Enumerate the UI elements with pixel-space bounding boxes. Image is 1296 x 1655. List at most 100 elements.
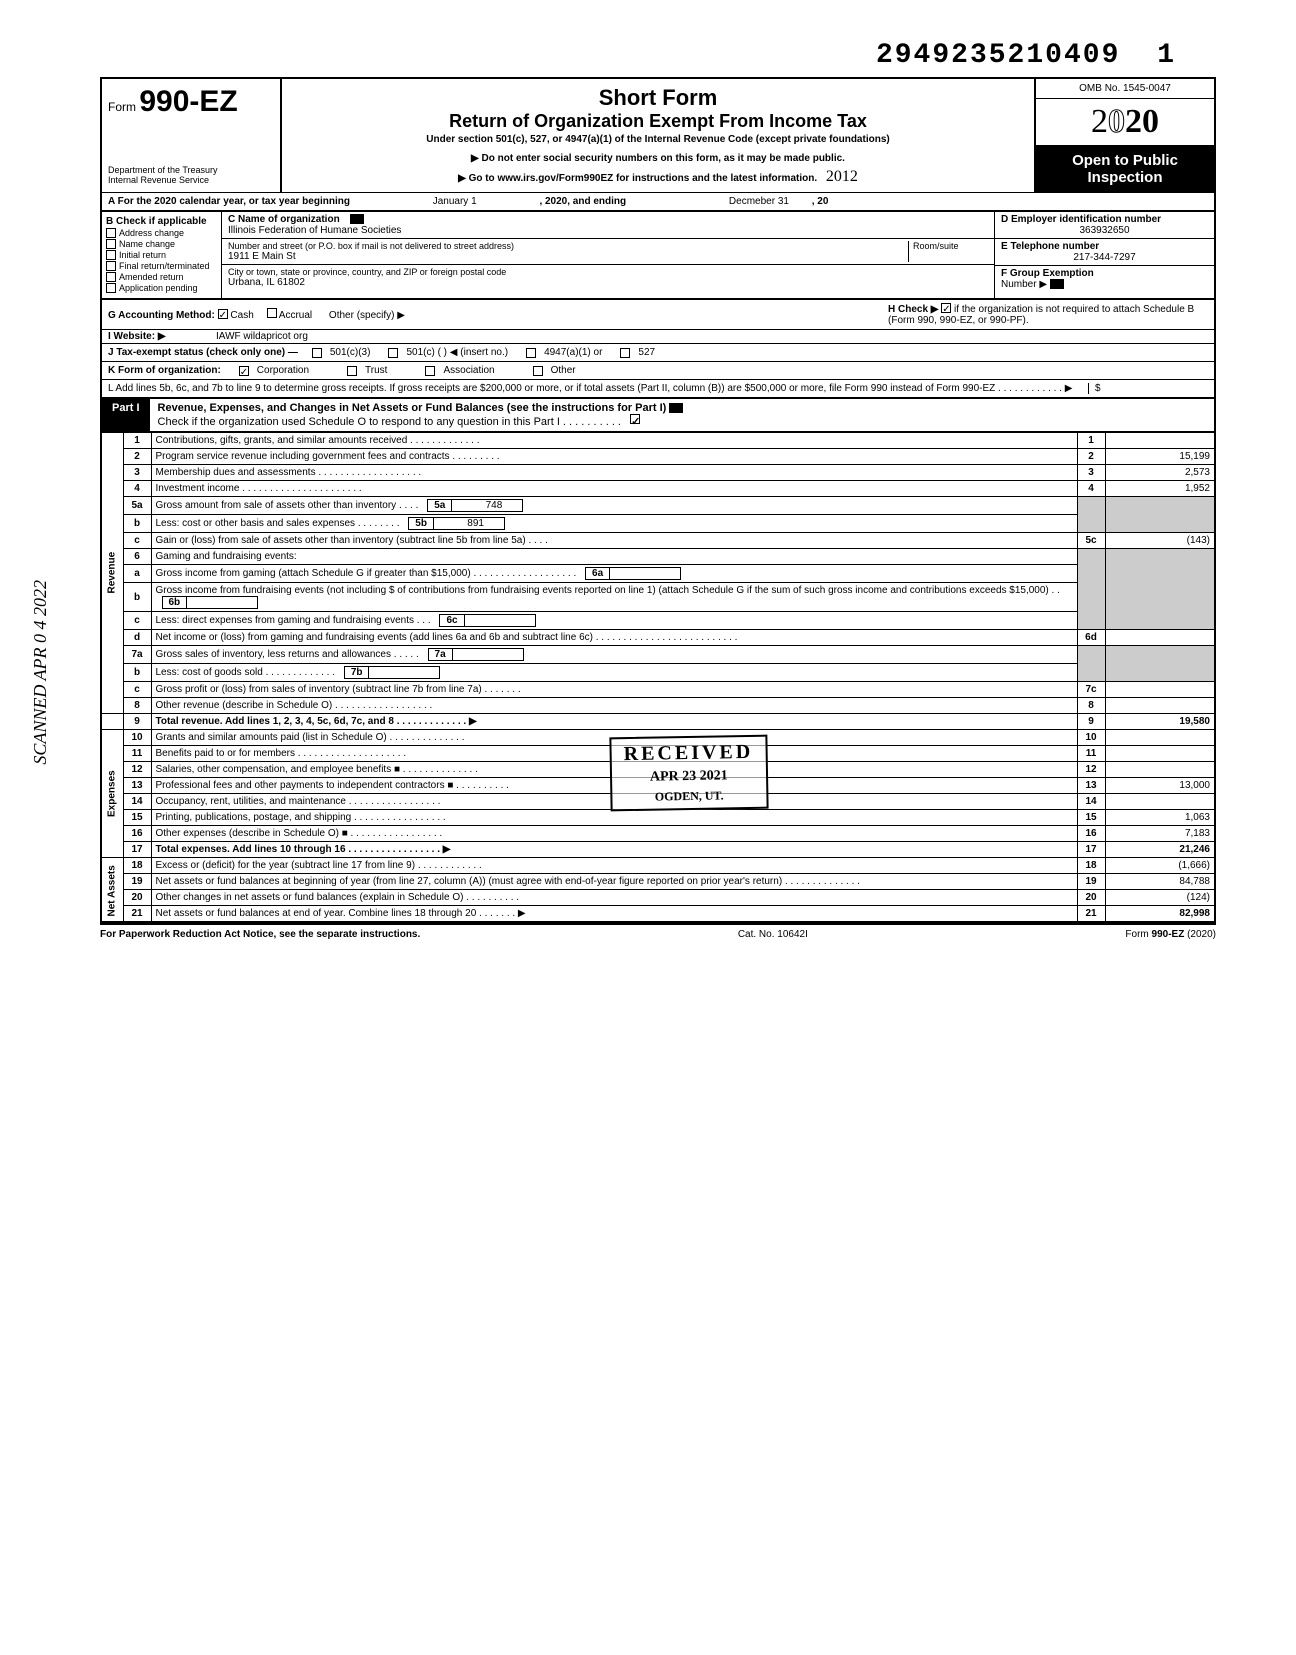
handwritten-year: 2012 [826, 168, 858, 185]
desc-15: Printing, publications, postage, and shi… [151, 810, 1077, 826]
desc-3: Membership dues and assessments . . . . … [151, 465, 1077, 481]
amt-14 [1105, 794, 1215, 810]
row-21: 21Net assets or fund balances at end of … [101, 906, 1215, 923]
part1-table: Revenue 1 Contributions, gifts, grants, … [100, 431, 1216, 923]
row-6c: c Less: direct expenses from gaming and … [101, 612, 1215, 630]
h-checkbox[interactable]: ✓ [941, 303, 951, 313]
b-opt-amended[interactable]: Amended return [106, 272, 217, 282]
dln: 2949235210409 1 [100, 40, 1216, 71]
b-opt-address[interactable]: Address change [106, 228, 217, 238]
k-other: Other [551, 365, 576, 376]
j-4947-checkbox[interactable] [526, 348, 536, 358]
b-opt-final-label: Final return/terminated [119, 261, 210, 271]
row-17: 17Total expenses. Add lines 10 through 1… [101, 842, 1215, 858]
note-ssn: ▶ Do not enter social security numbers o… [292, 153, 1024, 164]
desc-7b-text: Less: cost of goods sold . . . . . . . .… [156, 667, 336, 678]
amt-21: 82,998 [1105, 906, 1215, 923]
k-label: K Form of organization: [108, 365, 221, 376]
amt-17: 21,246 [1105, 842, 1215, 858]
j-4947: 4947(a)(1) or [544, 347, 602, 358]
k-assoc-checkbox[interactable] [425, 366, 435, 376]
line-a-pre: A For the 2020 calendar year, or tax yea… [108, 196, 350, 207]
c-name-row: C Name of organization Illinois Federati… [222, 212, 994, 239]
desc-5c: Gain or (loss) from sale of assets other… [151, 533, 1077, 549]
form-header: Form 990-EZ Department of the Treasury I… [100, 77, 1216, 192]
b-opt-name-label: Name change [119, 239, 175, 249]
b-opt-final[interactable]: Final return/terminated [106, 261, 217, 271]
j-label: J Tax-exempt status (check only one) — [108, 347, 298, 358]
g-cash-checkbox[interactable]: ✓ [218, 309, 228, 319]
desc-16: Other expenses (describe in Schedule O) … [151, 826, 1077, 842]
j-501c-checkbox[interactable] [388, 348, 398, 358]
line-k: K Form of organization: ✓ Corporation Tr… [100, 361, 1216, 379]
phone-value: 217-344-7297 [1001, 252, 1208, 263]
row-7b: b Less: cost of goods sold . . . . . . .… [101, 664, 1215, 682]
dln-page: 1 [1157, 40, 1176, 71]
subval-6b [187, 597, 257, 608]
amt-19: 84,788 [1105, 874, 1215, 890]
c-name-label: C Name of organization [228, 214, 340, 225]
amt-15: 1,063 [1105, 810, 1215, 826]
desc-7a-text: Gross sales of inventory, less returns a… [156, 649, 419, 660]
k-other-checkbox[interactable] [533, 366, 543, 376]
desc-9: Total revenue. Add lines 1, 2, 3, 4, 5c,… [151, 714, 1077, 730]
row-1: Revenue 1 Contributions, gifts, grants, … [101, 432, 1215, 449]
inspection-line1: Open to Public [1042, 152, 1208, 169]
line-g: G Accounting Method: ✓ Cash Accrual Othe… [108, 308, 405, 321]
desc-6a: Gross income from gaming (attach Schedul… [151, 565, 1077, 583]
row-3: 3Membership dues and assessments . . . .… [101, 465, 1215, 481]
b-opt-pending[interactable]: Application pending [106, 283, 217, 293]
desc-21: Net assets or fund balances at end of ye… [151, 906, 1077, 923]
line-a-begin: January 1 [433, 196, 477, 207]
part1-schedule-o-checkbox[interactable]: ✓ [630, 414, 640, 424]
e-phone-label: E Telephone number [1001, 241, 1099, 252]
row-7c: cGross profit or (loss) from sales of in… [101, 682, 1215, 698]
footer-paperwork: For Paperwork Reduction Act Notice, see … [100, 929, 420, 940]
desc-19: Net assets or fund balances at beginning… [151, 874, 1077, 890]
form-number: Form 990-EZ [108, 85, 274, 119]
amt-9: 19,580 [1105, 714, 1215, 730]
room-suite-label: Room/suite [908, 241, 988, 262]
desc-5a-text: Gross amount from sale of assets other t… [156, 500, 419, 511]
line-j: J Tax-exempt status (check only one) — 5… [100, 343, 1216, 361]
j-527-checkbox[interactable] [620, 348, 630, 358]
row-5c: cGain or (loss) from sale of assets othe… [101, 533, 1215, 549]
part1-sub: Check if the organization used Schedule … [158, 416, 621, 428]
k-corp-checkbox[interactable]: ✓ [239, 366, 249, 376]
g-cash-label: Cash [230, 310, 253, 321]
amt-1 [1105, 432, 1215, 449]
row-16: 16Other expenses (describe in Schedule O… [101, 826, 1215, 842]
b-opt-initial[interactable]: Initial return [106, 250, 217, 260]
amt-4: 1,952 [1105, 481, 1215, 497]
b-opt-name[interactable]: Name change [106, 239, 217, 249]
amt-13: 13,000 [1105, 778, 1215, 794]
amt-18: (1,666) [1105, 858, 1215, 874]
l-text: L Add lines 5b, 6c, and 7b to line 9 to … [108, 383, 1088, 394]
desc-4: Investment income . . . . . . . . . . . … [151, 481, 1077, 497]
line-a-end: Decmeber 31 [729, 196, 789, 207]
received-stamp: RECEIVED APR 23 2021 OGDEN, UT. [609, 735, 768, 812]
sub-5b: 5b [409, 518, 434, 529]
desc-8: Other revenue (describe in Schedule O) .… [151, 698, 1077, 714]
part1-title: Revenue, Expenses, and Changes in Net As… [158, 402, 667, 414]
g-accrual-checkbox[interactable] [267, 308, 277, 318]
row-4: 4Investment income . . . . . . . . . . .… [101, 481, 1215, 497]
header-left: Form 990-EZ Department of the Treasury I… [102, 79, 282, 192]
j-501c: 501(c) ( ) ◀ (insert no.) [406, 347, 508, 358]
stamp-received: RECEIVED [623, 741, 753, 766]
desc-17-text: Total expenses. Add lines 10 through 16 … [156, 844, 451, 855]
main-table-wrap: RECEIVED APR 23 2021 OGDEN, UT. Revenue … [100, 431, 1216, 923]
c-addr-row: Number and street (or P.O. box if mail i… [222, 239, 994, 265]
subtitle: Under section 501(c), 527, or 4947(a)(1)… [292, 134, 1024, 145]
part1-title-wrap: Revenue, Expenses, and Changes in Net As… [150, 399, 1214, 431]
form-number-big: 990-EZ [139, 85, 237, 118]
help-icon [1050, 279, 1064, 289]
sub-6a: 6a [586, 568, 610, 579]
j-501c3-checkbox[interactable] [312, 348, 322, 358]
amt-16: 7,183 [1105, 826, 1215, 842]
subval-7b [369, 667, 439, 678]
k-assoc: Association [443, 365, 494, 376]
k-trust-checkbox[interactable] [347, 366, 357, 376]
g-label: G Accounting Method: [108, 310, 215, 321]
header-right: OMB No. 1545-0047 2020 Open to Public In… [1034, 79, 1214, 192]
